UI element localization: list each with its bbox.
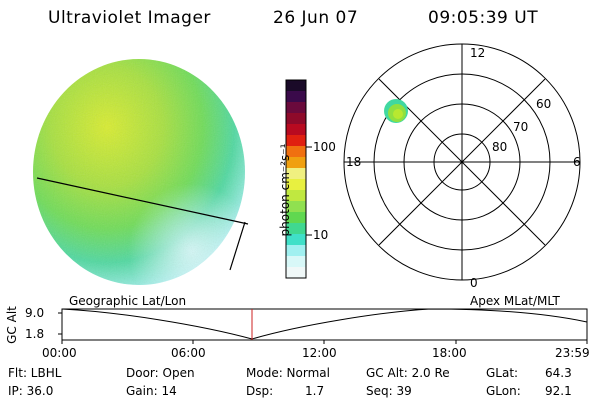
colorbar-segment xyxy=(286,113,306,125)
lat-label-80: 80 xyxy=(492,140,508,154)
auroral-spot xyxy=(384,99,408,123)
image-date: 26 Jun 07 xyxy=(273,8,359,28)
lat-label-60: 60 xyxy=(536,97,552,111)
geographic-label: Geographic Lat/Lon xyxy=(69,294,187,308)
mlt-label-18: 18 xyxy=(346,155,362,169)
mlt-label-6: 6 xyxy=(573,155,581,169)
xtick-1200: 12:00 xyxy=(302,346,337,360)
glon-value: 92.1 xyxy=(545,384,572,398)
colorbar-segment xyxy=(286,146,306,158)
colorbar-segment xyxy=(286,223,306,235)
door-info: Door: Open xyxy=(126,366,195,380)
colorbar-segment xyxy=(286,201,306,213)
apex-label: Apex MLat/MLT xyxy=(470,294,560,308)
colorbar-unit-label: photon cm⁻²s⁻¹ xyxy=(278,143,292,237)
colorbar-segment xyxy=(286,168,306,180)
xtick-2359: 23:59 xyxy=(555,346,590,360)
mlt-label-12: 12 xyxy=(470,46,486,60)
dsp-value: 1.7 xyxy=(305,384,325,398)
lat-label-70: 70 xyxy=(513,120,529,134)
colorbar-segment xyxy=(286,91,306,103)
xtick-0000: 00:00 xyxy=(42,346,77,360)
polar-plot xyxy=(343,43,581,281)
colorbar-tick-10: 10 xyxy=(313,228,329,242)
mode-info: Mode: Normal xyxy=(246,366,330,380)
colorbar-segment xyxy=(286,157,306,169)
colorbar-frame xyxy=(285,79,307,279)
colorbar-segment xyxy=(286,124,306,136)
colorbar-segment xyxy=(286,190,306,202)
colorbar-tick-100: 100 xyxy=(313,140,336,154)
color-scale-bar xyxy=(285,79,307,279)
xtick-1800: 18:00 xyxy=(432,346,467,360)
colorbar-segment xyxy=(286,135,306,147)
seq-info: Seq: 39 xyxy=(366,384,412,398)
colorbar-segment xyxy=(286,256,306,268)
colorbar-segment xyxy=(286,245,306,257)
gain-info: Gain: 14 xyxy=(126,384,177,398)
gcalt-info: GC Alt: 2.0 Re xyxy=(366,366,450,380)
colorbar-segment xyxy=(286,212,306,224)
colorbar-segment xyxy=(286,267,306,279)
image-title: Ultraviolet Imager xyxy=(48,8,211,28)
ytick-top: 9.0 xyxy=(25,306,45,320)
xtick-0600: 06:00 xyxy=(171,346,206,360)
timeline-plot xyxy=(58,308,588,344)
image-time: 09:05:39 UT xyxy=(428,8,539,28)
filter-info: Flt: LBHL xyxy=(8,366,62,380)
mlt-label-0: 0 xyxy=(470,276,478,290)
yaxis-title: GC Alt xyxy=(4,306,19,344)
ip-info: IP: 36.0 xyxy=(8,384,54,398)
colorbar-segment xyxy=(286,80,306,92)
glat-label: GLat: xyxy=(486,366,519,380)
glon-label: GLon: xyxy=(486,384,521,398)
colorbar-segment xyxy=(286,234,306,246)
colorbar-segment xyxy=(286,102,306,114)
dsp-label: Dsp: xyxy=(246,384,274,398)
glat-value: 64.3 xyxy=(545,366,572,380)
colorbar-segment xyxy=(286,179,306,191)
uv-image-disc xyxy=(33,59,249,285)
ytick-bottom: 1.8 xyxy=(25,327,45,341)
